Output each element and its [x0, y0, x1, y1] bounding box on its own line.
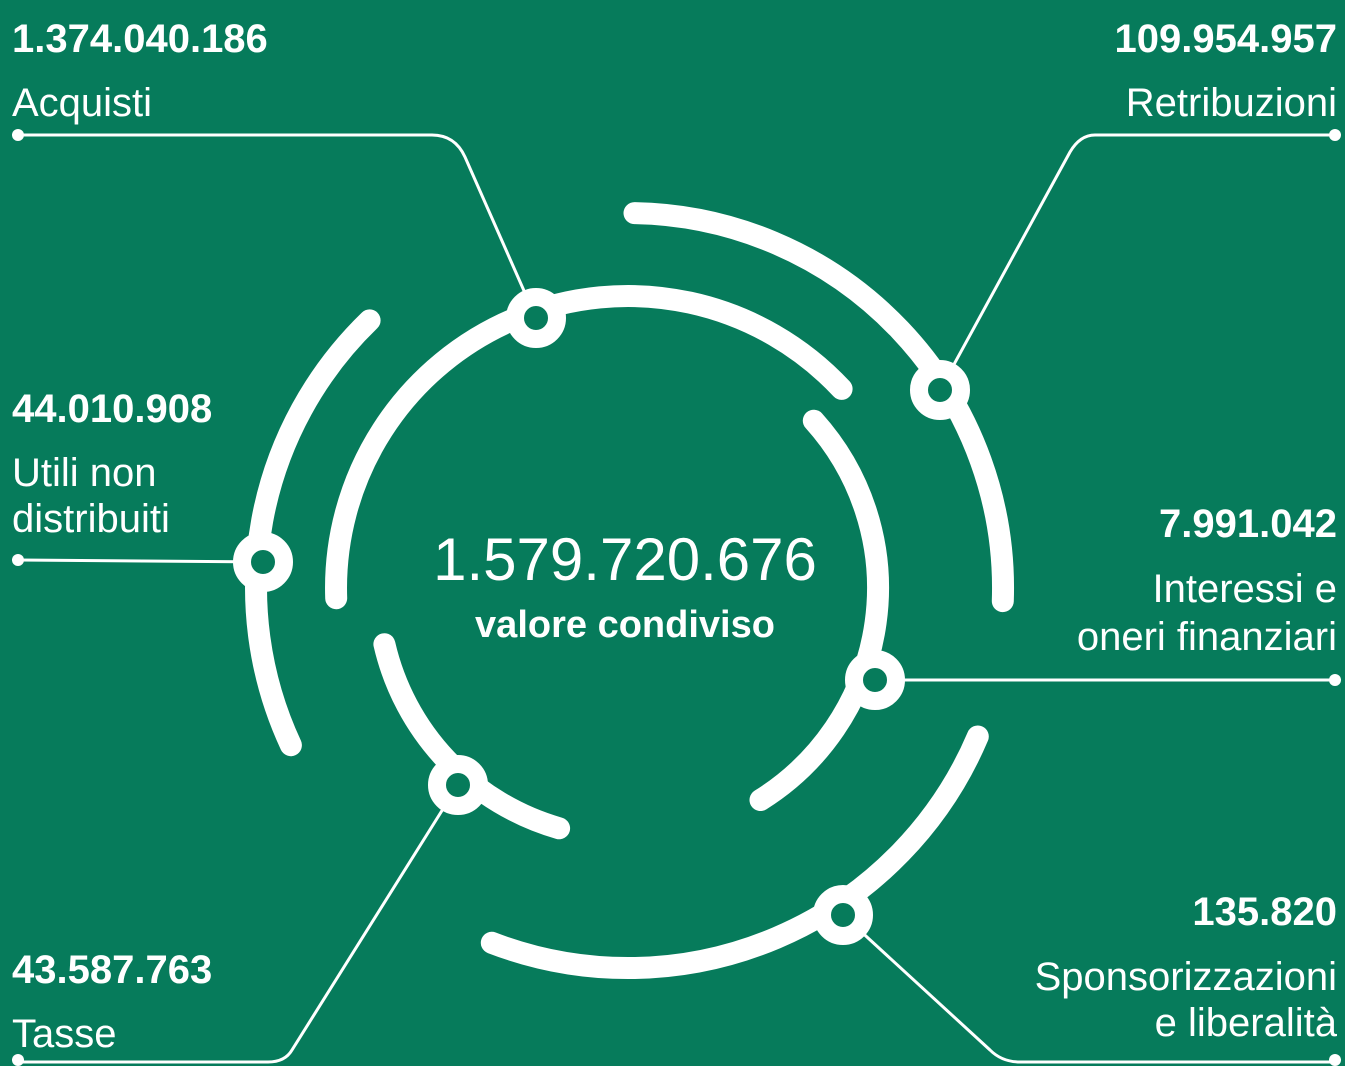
item-label: Acquisti [12, 81, 152, 125]
dot [12, 129, 24, 141]
item-value: 135.820 [1192, 890, 1337, 934]
item-label: e liberalità [1155, 1001, 1338, 1045]
dot [12, 554, 24, 566]
dot [1329, 674, 1341, 686]
node [845, 650, 905, 710]
item-label: oneri finanziari [1077, 615, 1337, 659]
item-label: Sponsorizzazioni [1035, 955, 1337, 999]
item-value: 44.010.908 [12, 387, 212, 431]
node [910, 360, 970, 420]
item-label: Interessi e [1152, 567, 1337, 611]
dot [1329, 129, 1341, 141]
connector-line [18, 133, 538, 319]
item-value: 1.374.040.186 [12, 17, 268, 61]
nodes [233, 288, 970, 945]
connector-line [841, 913, 1335, 1064]
connectors [17, 133, 1335, 1064]
center-value: 1.579.720.676 [433, 526, 817, 593]
item-label: Tasse [12, 1012, 117, 1056]
ring-arc [623, 202, 1015, 613]
ring-arc [245, 309, 381, 757]
node [506, 288, 566, 348]
center-label: valore condiviso [475, 604, 775, 646]
node [813, 885, 873, 945]
connector-dots [12, 129, 1341, 1066]
connector-line [17, 558, 264, 564]
node [428, 755, 488, 815]
ring-arc [480, 725, 989, 979]
item-value: 7.991.042 [1159, 502, 1337, 546]
node [233, 532, 293, 592]
ring-arc [749, 409, 889, 811]
connector-line [938, 133, 1335, 391]
connector-line [18, 784, 460, 1064]
item-value: 43.587.763 [12, 948, 212, 992]
item-label: Retribuzioni [1126, 81, 1337, 125]
dot [12, 1054, 24, 1066]
dot [1329, 1054, 1341, 1066]
item-value: 109.954.957 [1115, 17, 1337, 61]
item-label: Utili non [12, 451, 157, 495]
item-label: distribuiti [12, 497, 170, 541]
